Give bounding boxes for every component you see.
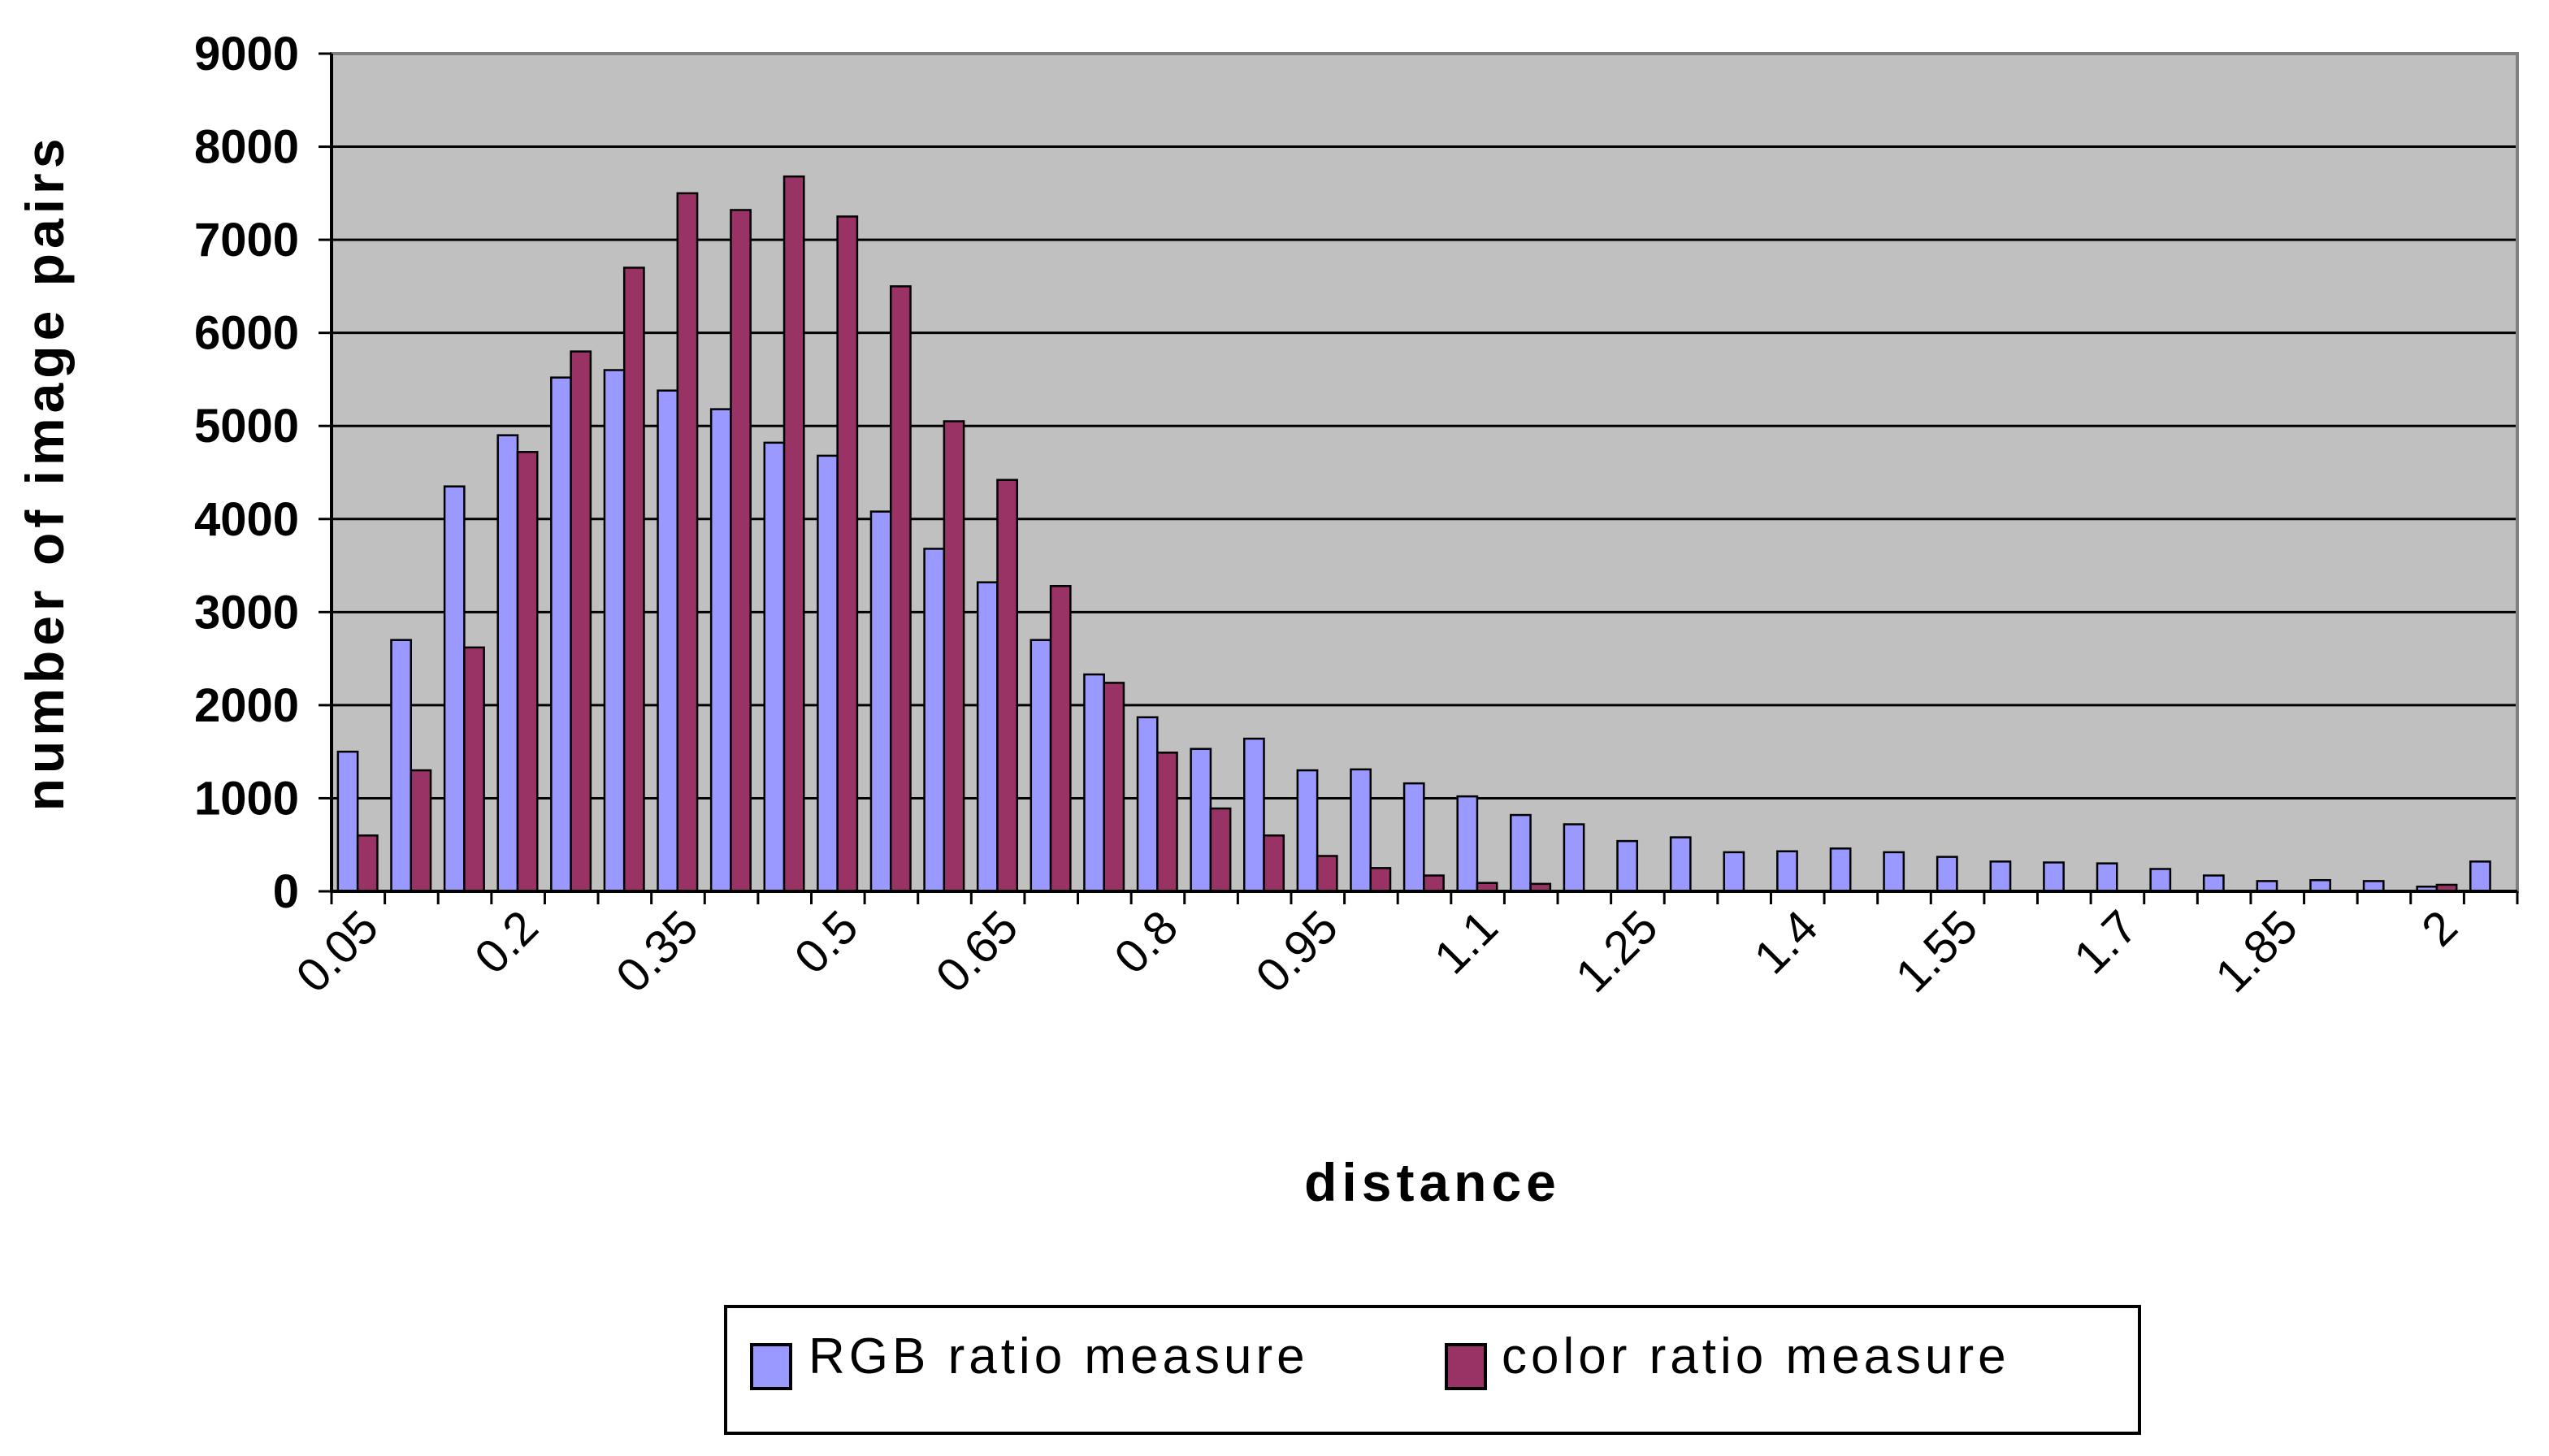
bar-rgb-1.25	[1616, 839, 1639, 893]
bar-rgb-0.55	[869, 510, 892, 893]
bar-color-0.6	[943, 420, 965, 893]
x-tick-label: 0.5	[785, 900, 869, 984]
bar-color-0.5	[836, 215, 859, 893]
x-tick-label: 1.4	[1744, 900, 1827, 984]
bar-rgb-1.6	[1989, 860, 2012, 893]
bars	[336, 175, 2491, 893]
bar-rgb-0.9	[1242, 737, 1265, 893]
bar-rgb-1.7	[2096, 862, 2118, 893]
x-tick-label: 1.85	[2205, 900, 2308, 1003]
bar-rgb-0.95	[1296, 769, 1319, 893]
bar-rgb-1.1	[1456, 795, 1479, 893]
x-tick-label: 1.1	[1424, 900, 1508, 984]
bar-color-0.35	[676, 192, 699, 893]
bar-rgb-1.35	[1723, 851, 1745, 893]
x-tick-label: 0.35	[606, 900, 709, 1003]
bar-rgb-1.9	[2309, 879, 2331, 893]
bar-rgb-0.75	[1083, 673, 1105, 893]
legend-label-rgb: RGB ratio measure	[808, 1328, 1309, 1384]
bar-color-0.95	[1316, 855, 1338, 893]
bar-color-0.45	[782, 175, 805, 893]
bar-rgb-0.15	[443, 485, 466, 893]
bar-rgb-1.5	[1883, 851, 1905, 893]
bar-rgb-1.2	[1563, 823, 1585, 893]
bar-color-0.55	[889, 285, 912, 893]
bar-rgb-1.15	[1510, 813, 1532, 893]
bar-rgb-0.05	[336, 750, 359, 893]
x-tick-label: 1.25	[1566, 900, 1668, 1003]
x-axis-title: distance	[1304, 1152, 1561, 1212]
x-tick-label: 0.8	[1104, 900, 1188, 984]
bar-color-0.7	[1049, 585, 1072, 893]
bar-color-0.75	[1103, 682, 1125, 893]
x-tick-label: 1.55	[1886, 900, 1988, 1003]
bar-color-0.65	[996, 479, 1018, 893]
x-tick-label: 0.05	[286, 900, 388, 1003]
bar-rgb-0.65	[976, 581, 999, 893]
y-tick-label: 2000	[194, 679, 299, 732]
bar-color-1.05	[1423, 874, 1445, 893]
bar-color-1	[1369, 867, 1392, 893]
bar-rgb-0.45	[763, 441, 786, 893]
bar-rgb-0.85	[1190, 748, 1212, 893]
y-tick-label: 3000	[194, 586, 299, 639]
y-tick-label: 4000	[194, 493, 299, 546]
y-tick-label: 1000	[194, 772, 299, 825]
bar-rgb-0.6	[923, 548, 946, 893]
bar-color-0.1	[410, 769, 432, 893]
bar-rgb-1.55	[1936, 856, 1958, 893]
legend-swatch-rgb	[750, 1343, 792, 1390]
bar-rgb-1.05	[1402, 782, 1425, 893]
bar-rgb-1.4	[1776, 850, 1798, 893]
bar-color-0.05	[356, 834, 379, 893]
bar-rgb-0.3	[603, 369, 626, 893]
x-tick-label: 2	[2412, 900, 2468, 956]
bar-rgb-1.8	[2202, 874, 2225, 893]
bar-color-0.15	[463, 646, 485, 893]
bar-rgb-0.8	[1136, 716, 1159, 893]
x-tick-label: 1.7	[2064, 900, 2148, 984]
x-tick-label: 0.2	[465, 900, 548, 984]
bar-rgb-1.75	[2149, 868, 2172, 893]
bar-rgb-1.45	[1829, 847, 1852, 893]
bar-color-0.3	[622, 266, 645, 893]
bar-rgb-0.1	[390, 639, 413, 893]
bar-color-0.4	[730, 209, 752, 893]
bar-rgb-1	[1350, 768, 1372, 893]
bar-color-0.2	[516, 451, 539, 893]
legend: RGB ratio measure color ratio measure	[724, 1305, 2141, 1435]
bar-rgb-1.3	[1669, 836, 1692, 893]
x-tick-label: 0.95	[1246, 900, 1348, 1003]
bar-color-0.25	[570, 350, 592, 893]
bar-rgb-0.7	[1030, 639, 1052, 893]
y-tick-label: 6000	[194, 307, 299, 360]
y-axis: 0 1000 2000 3000 4000 5000 6000 7000 8000 9000	[194, 28, 333, 918]
y-axis-title: number of image pairs	[15, 134, 75, 812]
legend-box	[724, 1305, 2141, 1435]
y-tick-label: 8000	[194, 121, 299, 174]
bar-color-0.8	[1156, 752, 1178, 893]
bar-rgb-0.4	[709, 408, 732, 893]
legend-swatch-color	[1445, 1343, 1487, 1390]
bar-rgb-0.35	[657, 389, 679, 893]
bar-color-0.85	[1209, 807, 1232, 893]
legend-label-color: color ratio measure	[1502, 1328, 2010, 1384]
bar-rgb-2.05	[2469, 860, 2491, 893]
y-tick-label: 9000	[194, 28, 299, 80]
y-tick-label: 5000	[194, 400, 299, 453]
bar-rgb-1.65	[2043, 861, 2065, 893]
y-tick-label: 7000	[194, 214, 299, 266]
bar-rgb-0.5	[817, 454, 839, 893]
x-axis: 0.05 0.2 0.35 0.5 0.65 0.8 0.95 1.1 1.25 1.4 1.55 1…	[286, 890, 2519, 1003]
bar-rgb-0.25	[550, 376, 572, 893]
bar-rgb-0.2	[496, 434, 519, 893]
bar-color-0.9	[1263, 834, 1285, 893]
y-tick-label: 0	[273, 865, 299, 918]
x-tick-label: 0.65	[926, 900, 1029, 1003]
